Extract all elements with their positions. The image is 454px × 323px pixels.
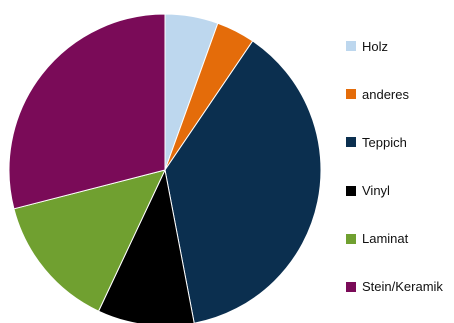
pie-slice-teppich xyxy=(164,40,322,323)
pie-slice-vinyl xyxy=(97,168,195,323)
legend-swatch xyxy=(346,89,356,100)
legend-swatch xyxy=(346,137,356,148)
legend-label: anderes xyxy=(362,86,409,102)
legend-item-stein-keramik: Stein/Keramik xyxy=(346,275,443,299)
legend-swatch xyxy=(346,185,356,196)
legend-item-holz: Holz xyxy=(346,34,443,58)
legend: Holz anderes Teppich Vinyl Laminat Stein/Kera… xyxy=(346,34,443,323)
legend-label: Holz xyxy=(362,38,389,54)
legend-item-vinyl: Vinyl xyxy=(346,179,443,203)
legend-item-teppich: Teppich xyxy=(346,130,443,154)
legend-swatch xyxy=(346,233,356,244)
legend-item-anderes: anderes xyxy=(346,82,443,106)
pie-plot-area xyxy=(8,13,322,323)
legend-label: Teppich xyxy=(362,134,407,150)
legend-item-laminat: Laminat xyxy=(346,227,443,251)
legend-label: Vinyl xyxy=(362,183,390,199)
legend-label: Laminat xyxy=(362,231,409,247)
legend-swatch xyxy=(346,41,356,51)
pie-slice-stein-keramik xyxy=(8,13,166,210)
pie-slice-laminat xyxy=(13,169,166,312)
legend-label: Stein/Keramik xyxy=(362,279,443,295)
legend-swatch xyxy=(346,281,356,292)
